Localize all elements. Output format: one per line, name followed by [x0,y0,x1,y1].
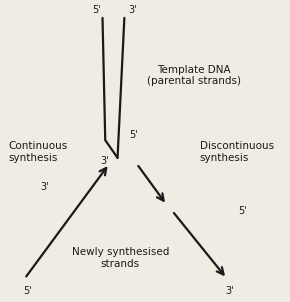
Text: 5': 5' [130,130,138,140]
Text: 3': 3' [225,286,234,296]
Text: 5': 5' [238,206,246,216]
Text: 5': 5' [23,286,32,296]
Text: 3': 3' [41,182,49,192]
Text: Template DNA
(parental strands): Template DNA (parental strands) [147,65,241,86]
Text: Continuous
synthesis: Continuous synthesis [8,141,68,163]
Text: 3': 3' [128,5,137,15]
Text: Discontinuous
synthesis: Discontinuous synthesis [200,141,274,163]
Text: 3': 3' [101,156,109,166]
Text: 5': 5' [93,5,101,15]
Text: Newly synthesised
strands: Newly synthesised strands [72,247,169,269]
